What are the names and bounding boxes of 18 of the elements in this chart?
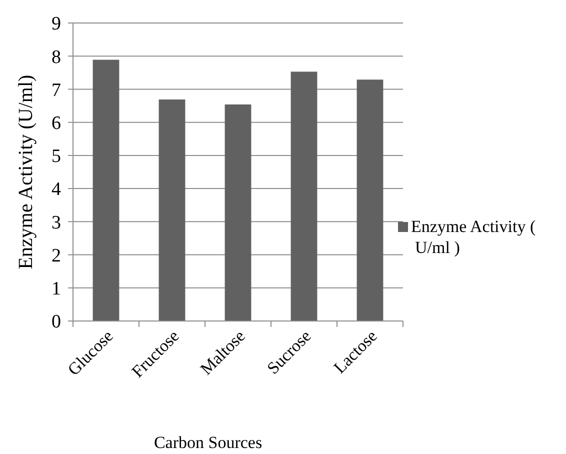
x-axis-title: Carbon Sources: [154, 433, 262, 452]
y-tick-label: 1: [52, 278, 61, 300]
y-tick-label: 3: [52, 212, 61, 234]
y-tick-label: 4: [52, 179, 62, 200]
bar: [158, 99, 186, 321]
bar: [92, 60, 120, 321]
y-axis-title: Enzyme Activity (U/ml): [15, 74, 37, 270]
bar: [290, 72, 318, 321]
y-tick-label: 6: [52, 112, 61, 134]
legend-label: Enzyme Activity ( U/ml ): [411, 217, 536, 257]
y-tick-label: 5: [52, 146, 61, 168]
y-tick-label: 9: [52, 14, 61, 35]
y-tick-label: 8: [52, 46, 61, 68]
y-tick-label: 0: [52, 312, 61, 333]
bar: [356, 80, 384, 321]
y-tick-label: 7: [52, 80, 61, 101]
y-tick-label: 2: [52, 245, 61, 266]
bar: [224, 104, 252, 321]
